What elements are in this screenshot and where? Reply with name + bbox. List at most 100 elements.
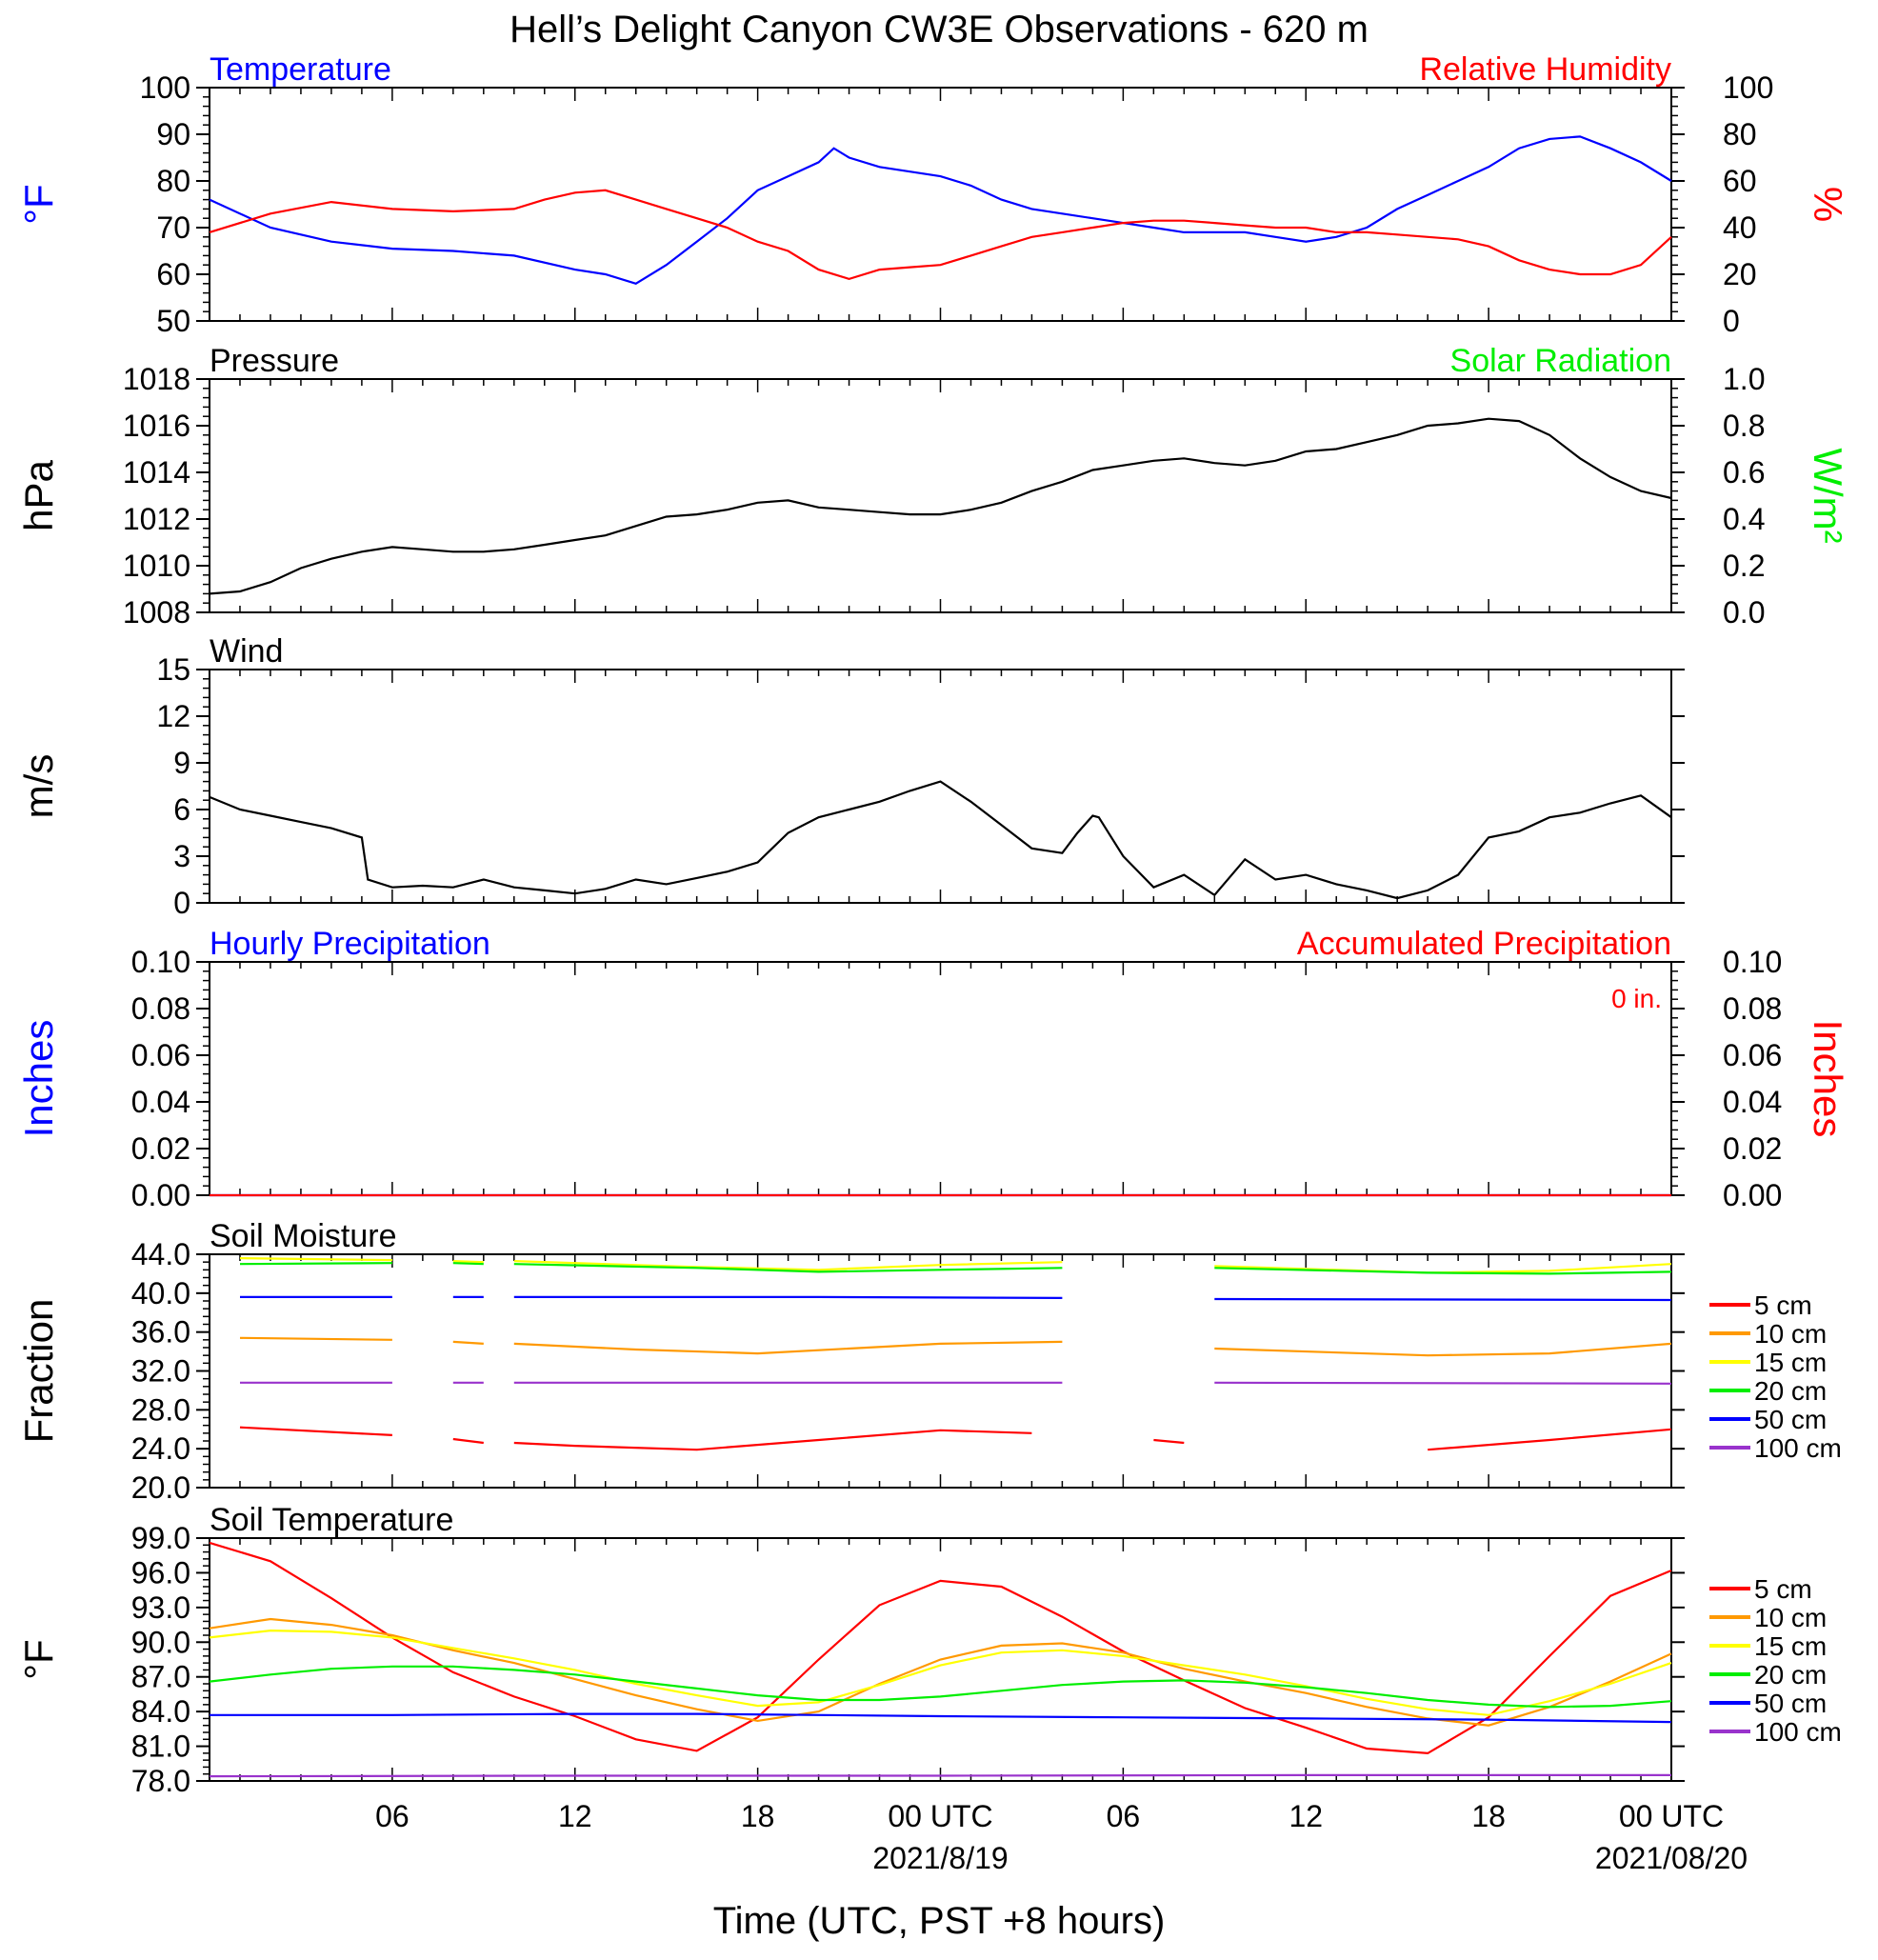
x-tick-label: 12 xyxy=(558,1799,592,1833)
legend-label: 20 cm xyxy=(1754,1660,1827,1690)
legend-label: 100 cm xyxy=(1754,1433,1842,1463)
legend-label: 10 cm xyxy=(1754,1603,1827,1632)
panel-label-left: Hourly Precipitation xyxy=(210,926,490,962)
panel-label-left: Soil Moisture xyxy=(210,1218,397,1254)
y-tick-label-right: 60 xyxy=(1723,164,1757,198)
y-tick-label-right: 20 xyxy=(1723,257,1757,291)
plot-frame xyxy=(209,1253,1672,1489)
y-axis-title-left: m/s xyxy=(16,754,61,819)
y-tick-label-right: 0.10 xyxy=(1723,945,1782,979)
y-tick-label-right: 0.0 xyxy=(1723,595,1765,630)
y-tick-label: 1010 xyxy=(123,549,190,583)
y-tick-label-right: 0.2 xyxy=(1723,549,1765,583)
y-tick-label-right: 0.06 xyxy=(1723,1038,1782,1072)
panel-temp_rh: 50 60 70 80 90 100 0 20 40 60 80 100 Temperature Rela… xyxy=(16,51,1850,338)
panel-label-left: Pressure xyxy=(210,343,339,379)
y-tick-label: 50 xyxy=(156,304,190,338)
y-tick-label: 0 xyxy=(173,886,190,920)
legend-label: 15 cm xyxy=(1754,1631,1827,1661)
y-tick-label-right: 100 xyxy=(1723,70,1773,105)
x-date-label: 2021/08/20 xyxy=(1595,1841,1748,1875)
series-line-10cm xyxy=(239,1336,1672,1357)
series-line-pressure-0 xyxy=(209,417,1672,595)
panel-pressure: 1008 1010 1012 1014 1016 1018 0.0 0.2 0.4 0.6 0.8 1… xyxy=(16,343,1850,630)
y-tick-label: 60 xyxy=(156,257,190,291)
series-line-20cm xyxy=(209,1665,1672,1709)
y-tick-label: 0.04 xyxy=(131,1085,190,1119)
y-tick-label: 44.0 xyxy=(131,1237,190,1271)
y-tick-label: 36.0 xyxy=(131,1315,190,1350)
series-line-temp_rh-0 xyxy=(209,135,1672,285)
y-tick-label: 1014 xyxy=(123,455,190,490)
y-axis-title-right: W/m² xyxy=(1806,448,1850,543)
panel-wind: 0 3 6 9 12 15 Wind m/s xyxy=(16,633,1685,920)
y-tick-label: 96.0 xyxy=(131,1555,190,1590)
legend-label: 20 cm xyxy=(1754,1376,1827,1406)
y-tick-label: 6 xyxy=(173,792,190,827)
y-axis-title-right: % xyxy=(1806,187,1850,222)
series-line-temp_rh-1 xyxy=(209,189,1672,281)
series-line-20cm xyxy=(239,1262,1672,1275)
series-line-100cm xyxy=(240,1381,1672,1385)
y-tick-label: 0.08 xyxy=(131,991,190,1026)
y-tick-label: 3 xyxy=(173,839,190,873)
y-tick-label: 12 xyxy=(156,699,190,733)
panel-soil_moisture: 20.0 24.0 28.032.0 36.0 40.0 44.0 Soil Moistur… xyxy=(16,1218,1842,1505)
series-line-10cm xyxy=(209,1617,1672,1727)
y-tick-label-right: 1.0 xyxy=(1723,362,1765,396)
y-tick-label-right: 0.6 xyxy=(1723,455,1765,490)
y-tick-label: 90 xyxy=(156,117,190,151)
panel-soil_temperature: 78.081.084.087.090.093.096.099.0 Soil Tem… xyxy=(16,1502,1842,1798)
chart-title: Hell’s Delight Canyon CW3E Observations … xyxy=(509,9,1369,50)
legend-label: 5 cm xyxy=(1754,1290,1812,1320)
legend-label: 50 cm xyxy=(1754,1405,1827,1434)
x-tick-label: 00 UTC xyxy=(1619,1799,1724,1833)
plot-frame xyxy=(209,669,1672,904)
y-tick-label-right: 0.08 xyxy=(1723,991,1782,1026)
panel-label-left: Soil Temperature xyxy=(210,1502,453,1538)
y-tick-label-right: 0.8 xyxy=(1723,409,1765,443)
y-axis-title-right: Inches xyxy=(1806,1020,1850,1138)
y-tick-label: 100 xyxy=(140,70,190,105)
y-axis-title-left: hPa xyxy=(16,459,61,530)
x-tick-label: 06 xyxy=(1107,1799,1141,1833)
y-axis-title-left: Inches xyxy=(16,1020,61,1138)
series-line-5cm xyxy=(209,1541,1672,1755)
y-tick-label: 93.0 xyxy=(131,1590,190,1625)
panel-annotation: 0 in. xyxy=(1611,984,1662,1013)
plot-frame xyxy=(209,378,1672,613)
y-tick-label: 24.0 xyxy=(131,1431,190,1466)
y-axis-title-left: °F xyxy=(16,184,61,224)
y-tick-label: 1018 xyxy=(123,362,190,396)
y-axis-title-left: Fraction xyxy=(16,1299,61,1444)
series-line-5cm xyxy=(239,1426,1672,1451)
y-tick-label-right: 0 xyxy=(1723,304,1740,338)
y-tick-label-right: 80 xyxy=(1723,117,1757,151)
y-tick-label: 0.06 xyxy=(131,1038,190,1072)
y-tick-label: 70 xyxy=(156,210,190,245)
y-tick-label: 20.0 xyxy=(131,1470,190,1505)
y-tick-label-right: 0.4 xyxy=(1723,502,1765,536)
y-tick-label: 9 xyxy=(173,746,190,780)
panel-label-left: Temperature xyxy=(210,51,391,88)
x-date-label: 2021/8/19 xyxy=(872,1841,1008,1875)
legend-label: 50 cm xyxy=(1754,1689,1827,1718)
y-tick-label: 84.0 xyxy=(131,1694,190,1729)
series-line-wind-0 xyxy=(209,780,1672,900)
y-axis-title-left: °F xyxy=(16,1639,61,1679)
y-tick-label: 99.0 xyxy=(131,1521,190,1555)
panel-label-right: Solar Radiation xyxy=(1450,343,1671,379)
legend-label: 10 cm xyxy=(1754,1319,1827,1349)
y-tick-label: 0.10 xyxy=(131,945,190,979)
y-tick-label: 87.0 xyxy=(131,1660,190,1694)
y-tick-label: 40.0 xyxy=(131,1276,190,1310)
x-tick-label: 06 xyxy=(375,1799,410,1833)
y-tick-label: 1016 xyxy=(123,409,190,443)
x-axis-title: Time (UTC, PST +8 hours) xyxy=(713,1900,1166,1942)
y-tick-label: 90.0 xyxy=(131,1625,190,1659)
legend-label: 5 cm xyxy=(1754,1574,1812,1604)
y-tick-label: 81.0 xyxy=(131,1730,190,1764)
x-tick-label: 18 xyxy=(741,1799,775,1833)
y-tick-label: 80 xyxy=(156,164,190,198)
